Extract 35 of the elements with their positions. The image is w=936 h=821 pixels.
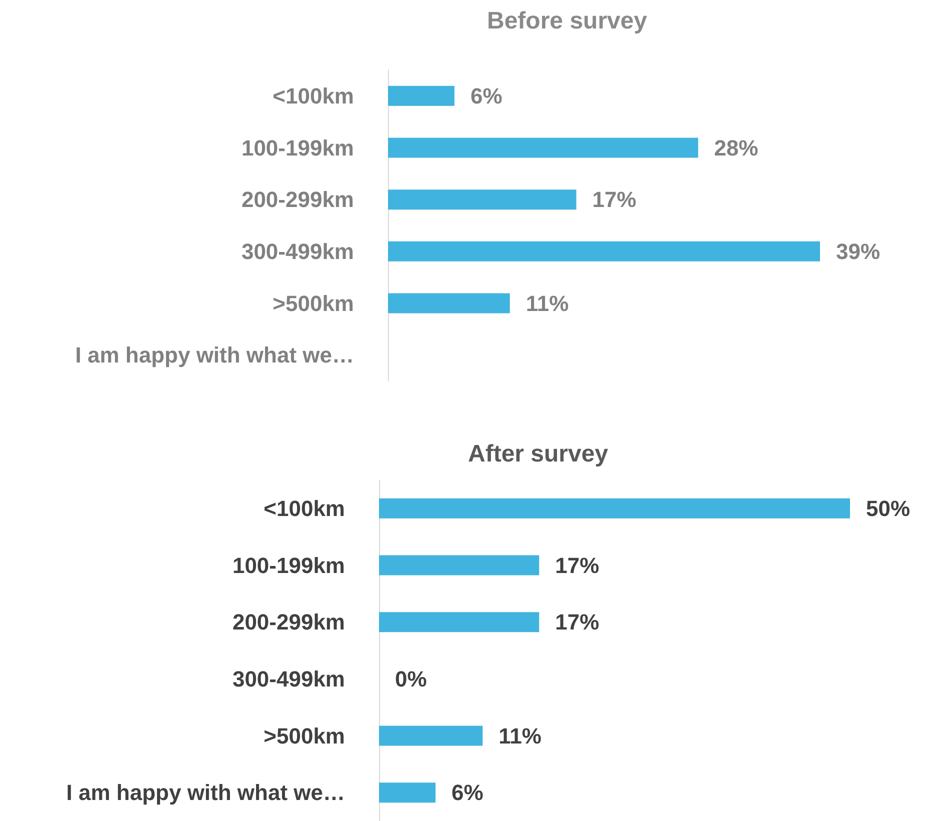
y-tick-label: <100km	[264, 496, 345, 521]
data-label: 6%	[452, 780, 484, 806]
y-tick-label: 200-299km	[241, 187, 354, 212]
bar	[388, 138, 698, 158]
data-label: 17%	[555, 552, 600, 578]
y-tick-label: 200-299km	[232, 610, 345, 635]
y-tick-label: <100km	[272, 83, 354, 108]
bar	[388, 86, 454, 106]
y-tick-label: >500km	[264, 723, 345, 748]
bar	[379, 782, 436, 803]
bar	[388, 241, 820, 262]
data-label: 0%	[395, 666, 427, 692]
bar	[388, 293, 510, 314]
y-tick-label: 100-199km	[232, 552, 345, 578]
y-tick-label: 300-499km	[232, 666, 345, 692]
y-tick-label: >500km	[272, 290, 354, 316]
data-label: 39%	[836, 238, 880, 264]
data-label: 17%	[555, 610, 600, 635]
chart-title: Before survey	[487, 8, 648, 34]
data-label: 17%	[592, 187, 636, 212]
bar	[379, 726, 483, 746]
bar	[379, 612, 540, 632]
y-tick-label: I am happy with what we…	[75, 342, 354, 368]
bar	[379, 498, 850, 518]
bar	[388, 190, 576, 210]
bar	[379, 555, 540, 576]
chart-title: After survey	[468, 440, 609, 468]
data-label: 28%	[714, 135, 758, 160]
data-label: 11%	[498, 723, 542, 748]
y-tick-label: I am happy with what we…	[66, 780, 345, 806]
y-tick-label: 100-199km	[241, 135, 354, 160]
data-label: 50%	[866, 496, 910, 521]
data-label: 11%	[526, 290, 569, 316]
y-tick-label: 300-499km	[241, 238, 354, 264]
data-label: 6%	[470, 83, 502, 108]
